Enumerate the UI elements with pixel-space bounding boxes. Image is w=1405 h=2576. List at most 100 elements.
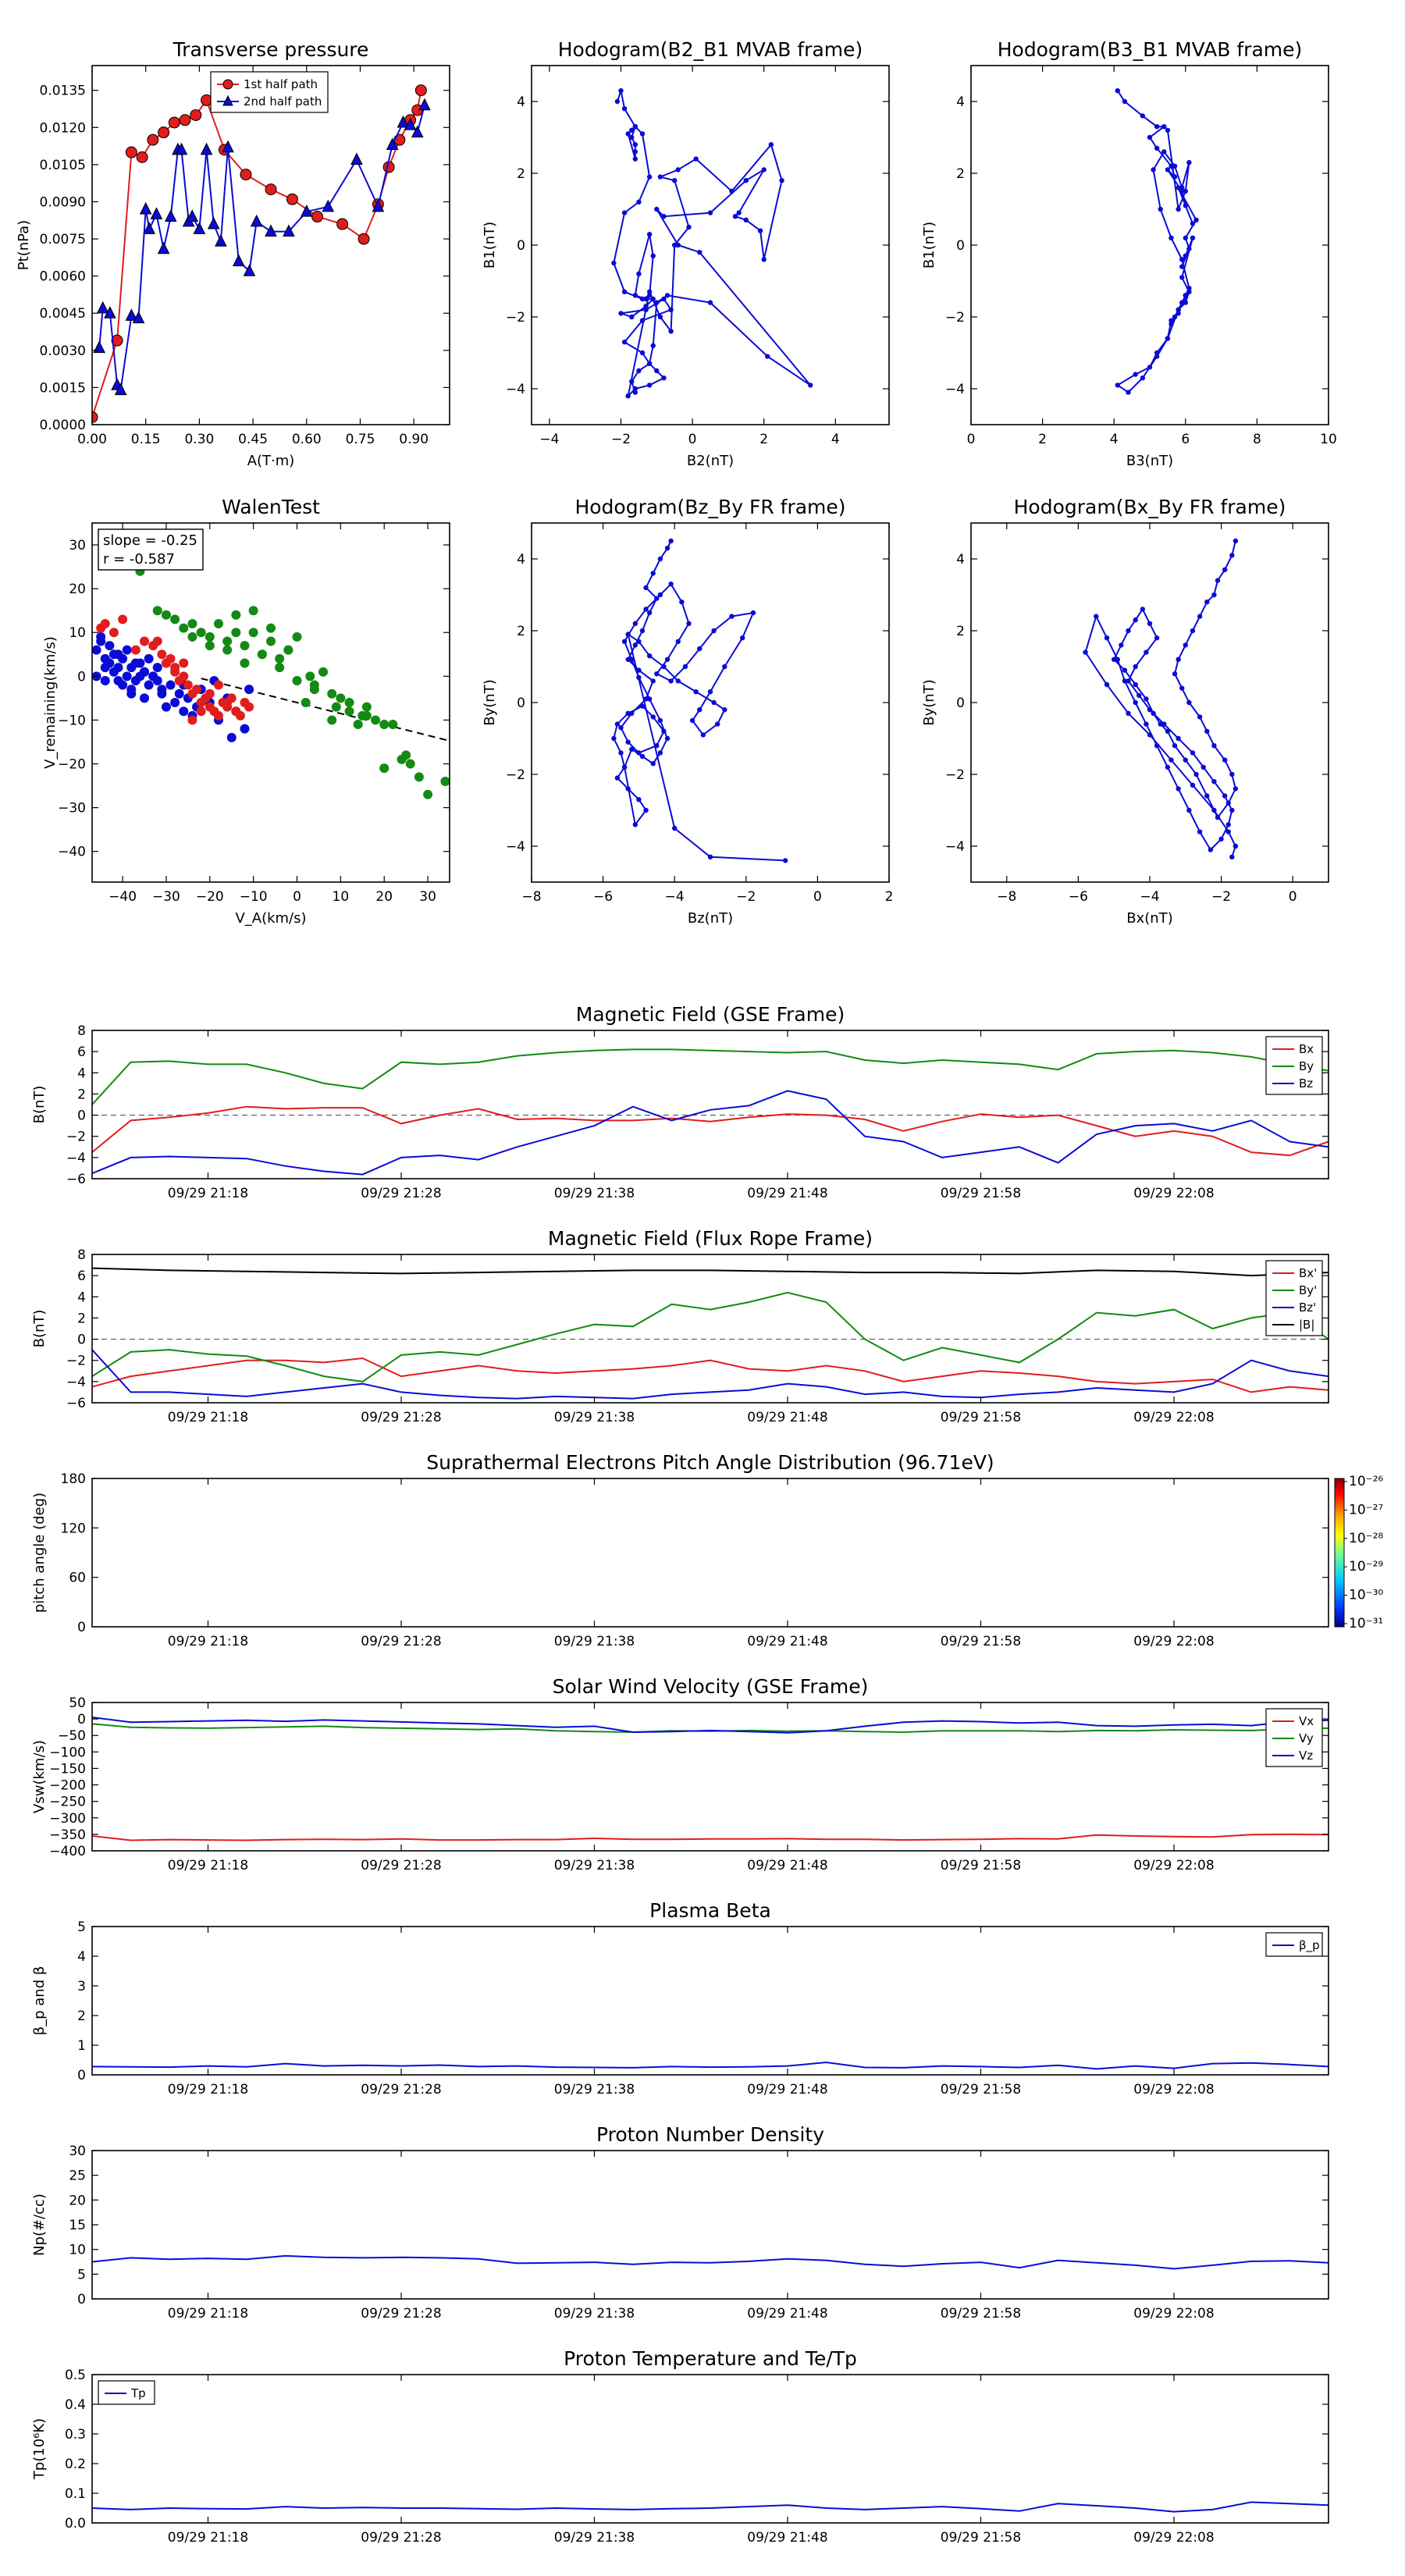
x-tick-label: 09/29 21:18 (168, 1186, 248, 1201)
data-point (1144, 649, 1149, 655)
y-tick-label: 5 (77, 2267, 86, 2282)
colorbar (1334, 1478, 1345, 1628)
data-point (183, 680, 193, 690)
y-tick-label: −6 (66, 1172, 86, 1187)
data-point (1133, 699, 1138, 706)
data-point (765, 354, 770, 359)
data-point (1147, 732, 1153, 738)
data-point (1193, 771, 1199, 777)
y-tick-label: 0.0060 (40, 269, 86, 285)
data-point (1208, 847, 1214, 852)
data-point (722, 707, 727, 713)
data-point (657, 750, 663, 756)
data-point (1168, 322, 1174, 327)
x-tick-label: −10 (240, 889, 268, 905)
data-point (625, 656, 631, 662)
data-point (711, 699, 717, 706)
data-point (344, 706, 354, 717)
data-point (668, 307, 674, 312)
data-point (697, 646, 702, 652)
data-point (1186, 286, 1192, 291)
data-point (265, 183, 277, 196)
y-tick-label: −100 (49, 1745, 86, 1760)
series-line (92, 1349, 1329, 1400)
y-tick-label: −250 (49, 1795, 86, 1810)
data-point (1165, 728, 1171, 734)
x-tick-label: 09/29 21:28 (361, 2306, 441, 2322)
data-point (664, 546, 670, 551)
series-By (92, 1048, 1329, 1105)
data-point (650, 714, 656, 720)
y-tick-label: 3 (77, 1979, 86, 1994)
x-tick-label: 09/29 21:48 (747, 2530, 827, 2546)
x-tick-label: 0 (1289, 889, 1297, 905)
series-1sthalfpath (92, 84, 427, 423)
data-point (1186, 807, 1192, 813)
x-tick-label: 0.75 (346, 432, 375, 447)
data-point (205, 632, 215, 642)
y-tick-label: 5 (77, 1920, 86, 1935)
data-point (1225, 829, 1231, 834)
chart-mf_fr: Magnetic Field (Flux Rope Frame) 09/29 21… (31, 1227, 1329, 1425)
x-tick-label: 09/29 21:18 (168, 1410, 248, 1425)
x-axis-label: B2(nT) (687, 453, 734, 469)
data-point (397, 115, 410, 128)
data-point (1168, 757, 1174, 763)
y-tick-label: −6 (66, 1396, 86, 1411)
x-tick-label: 30 (419, 889, 436, 905)
y-tick-label: −2 (66, 1354, 86, 1369)
data-point (1186, 160, 1192, 165)
plot-area (92, 1717, 1329, 1841)
plot-area (92, 84, 431, 423)
data-point (1179, 275, 1185, 280)
data-point (1200, 764, 1206, 770)
data-point (122, 645, 132, 655)
x-tick-label: −2 (736, 889, 756, 905)
data-point (1211, 779, 1217, 785)
data-point (157, 241, 170, 254)
y-tick-label: 8 (77, 1247, 86, 1263)
series-line (92, 1357, 1329, 1393)
y-tick-label: 180 (61, 1471, 86, 1487)
series-line (92, 2061, 1329, 2070)
data-point (1232, 786, 1239, 792)
data-point (1126, 678, 1131, 684)
data-point (1122, 98, 1128, 105)
y-tick-label: 25 (69, 2169, 86, 2184)
data-point (1222, 567, 1228, 572)
data-point (1126, 628, 1131, 634)
y-axis-label: B1(nT) (921, 222, 937, 269)
x-tick-label: 09/29 21:28 (361, 2530, 441, 2546)
data-point (286, 193, 298, 205)
x-tick-label: 10 (1320, 432, 1337, 447)
plot-frame (531, 65, 890, 425)
data-point (629, 127, 635, 133)
data-point (654, 596, 660, 601)
data-point (621, 340, 628, 345)
data-point (125, 146, 137, 158)
data-point (100, 619, 110, 629)
data-point (231, 610, 241, 620)
data-point (729, 614, 735, 619)
data-point (1147, 365, 1153, 370)
data-point (711, 628, 717, 634)
x-tick-label: 09/29 21:58 (941, 2530, 1021, 2546)
data-point (179, 706, 189, 717)
data-point (327, 715, 337, 725)
y-tick-label: 0.0030 (40, 343, 86, 359)
data-point (629, 314, 635, 320)
series-line (92, 1105, 1329, 1157)
data-point (657, 314, 663, 320)
y-axis-label: B1(nT) (482, 222, 498, 269)
data-point (379, 763, 389, 774)
series-line (92, 1090, 1329, 1176)
data-point (401, 750, 411, 760)
data-point (165, 680, 176, 690)
data-point (636, 199, 642, 205)
y-axis-label: β_p and β (31, 1966, 48, 2036)
data-point (782, 858, 788, 863)
x-tick-label: −30 (152, 889, 180, 905)
data-point (1197, 614, 1203, 619)
data-point (654, 300, 660, 305)
x-tick-label: −2 (1211, 889, 1231, 905)
